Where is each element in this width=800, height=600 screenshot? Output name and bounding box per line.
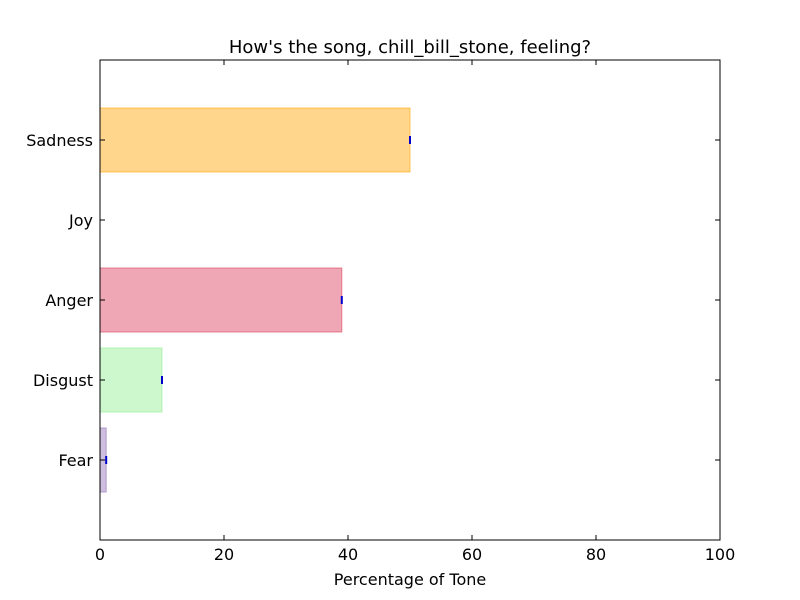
x-tick-label: 100 bbox=[705, 545, 736, 564]
x-tick-label: 20 bbox=[214, 545, 234, 564]
x-axis-ticks: 0 20 40 60 80 100 bbox=[95, 60, 735, 564]
y-tick-label-disgust: Disgust bbox=[33, 371, 93, 390]
bars-group bbox=[99, 107, 411, 493]
x-axis-label: Percentage of Tone bbox=[334, 570, 486, 589]
x-tick-label: 40 bbox=[338, 545, 358, 564]
x-tick-label: 80 bbox=[586, 545, 606, 564]
chart-title: How's the song, chill_bill_stone, feelin… bbox=[229, 37, 591, 58]
y-tick-label-sadness: Sadness bbox=[26, 131, 93, 150]
y-tick-label-joy: Joy bbox=[68, 211, 93, 230]
bar-disgust bbox=[99, 347, 163, 413]
x-tick-label: 0 bbox=[95, 545, 105, 564]
bar-anger bbox=[99, 267, 343, 333]
y-tick-label-fear: Fear bbox=[58, 451, 93, 470]
x-tick-label: 60 bbox=[462, 545, 482, 564]
bar-sadness bbox=[99, 107, 411, 173]
y-axis-ticks: Fear Disgust Anger Joy Sadness bbox=[26, 131, 720, 470]
y-tick-label-anger: Anger bbox=[45, 291, 93, 310]
